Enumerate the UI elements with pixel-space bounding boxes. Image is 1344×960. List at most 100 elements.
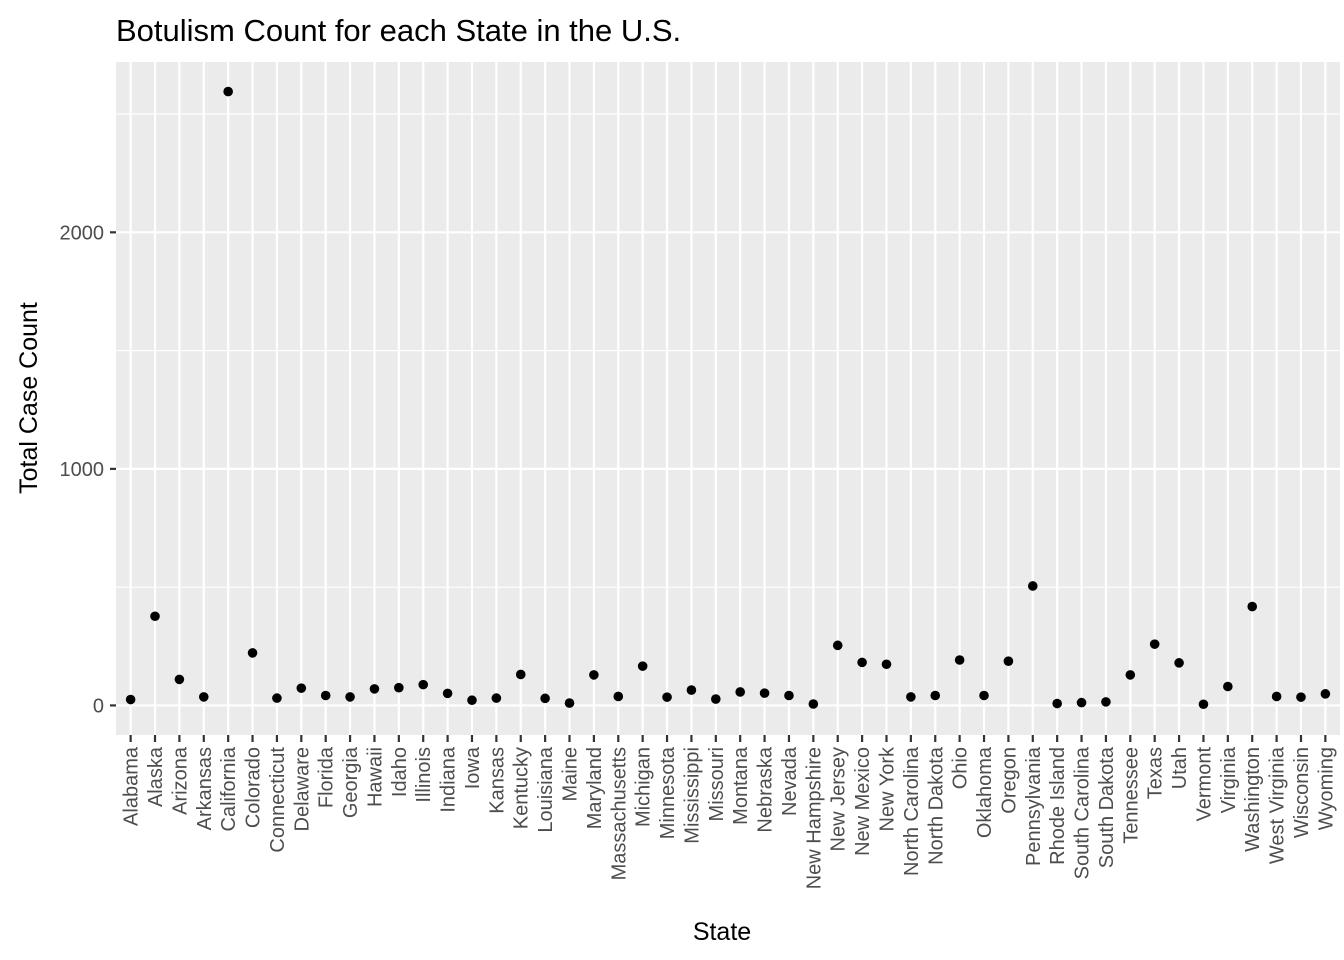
data-point	[296, 683, 307, 693]
x-tick-label: Kansas	[486, 747, 508, 814]
data-point	[369, 684, 380, 694]
data-point	[515, 669, 526, 680]
x-tick-label: South Dakota	[1096, 746, 1118, 868]
data-point	[394, 682, 404, 693]
major-gridlines	[116, 62, 1340, 735]
data-point	[1076, 697, 1087, 708]
x-tick-label: Colorado	[243, 747, 265, 828]
x-axis: Alabama Alaska Arizona Arkansas California Co…	[121, 735, 1337, 889]
data-point	[345, 692, 355, 702]
x-tick-label: Delaware	[291, 747, 313, 831]
y-axis: 0 1000 2000	[60, 222, 116, 717]
data-point	[125, 694, 136, 705]
minor-gridlines	[116, 113, 1340, 588]
data-point	[1247, 601, 1258, 612]
x-tick-label: Iowa	[462, 746, 484, 789]
x-tick-label: North Carolina	[901, 746, 923, 876]
x-tick-label: Vermont	[1193, 747, 1215, 822]
data-point	[711, 694, 721, 704]
x-tick-label: Rhode Island	[1047, 747, 1069, 865]
x-tick-label: Nevada	[779, 746, 801, 816]
x-tick-label: Mississippi	[681, 747, 703, 844]
x-tick-label: Florida	[316, 746, 338, 808]
data-point	[223, 86, 233, 97]
data-point	[784, 690, 794, 701]
data-point	[1125, 670, 1136, 680]
x-tick-label: Connecticut	[267, 747, 289, 853]
data-point	[1149, 639, 1160, 649]
data-point	[1052, 698, 1062, 709]
data-point	[881, 659, 892, 670]
x-tick-label: Arkansas	[194, 747, 216, 830]
y-tick-label: 1000	[60, 459, 105, 481]
x-tick-label: Texas	[1145, 747, 1167, 799]
data-point	[857, 657, 867, 668]
x-tick-label: Utah	[1169, 747, 1191, 789]
x-tick-label: California	[218, 746, 240, 831]
data-point	[564, 698, 575, 708]
x-tick-label: Kentucky	[511, 747, 533, 829]
x-tick-label: Tennessee	[1120, 747, 1142, 844]
data-point	[174, 674, 185, 685]
data-point	[272, 693, 282, 703]
x-tick-label: Idaho	[389, 747, 411, 797]
x-axis-title: State	[693, 918, 751, 946]
data-point	[613, 691, 624, 702]
data-point	[686, 685, 697, 695]
x-tick-label: Alaska	[145, 746, 167, 807]
x-tick-label: New Jersey	[828, 747, 850, 851]
x-tick-label: Illinois	[413, 747, 435, 803]
x-tick-label: Massachusetts	[608, 747, 630, 880]
x-tick-label: Georgia	[340, 746, 362, 818]
x-tick-label: Indiana	[438, 746, 460, 812]
data-point	[491, 693, 502, 703]
data-point	[1003, 656, 1014, 666]
x-tick-label: New York	[876, 746, 898, 831]
y-tick-label: 2000	[60, 222, 105, 244]
x-tick-label: Alabama	[121, 746, 143, 826]
x-tick-label: North Dakota	[925, 746, 947, 865]
data-point	[735, 687, 745, 697]
x-tick-label: Wisconsin	[1291, 747, 1313, 838]
data-point	[1320, 689, 1331, 699]
data-point	[540, 693, 550, 704]
data-point	[198, 692, 209, 702]
data-point	[832, 640, 843, 651]
data-point	[637, 661, 648, 671]
x-tick-label: South Carolina	[1072, 746, 1094, 879]
x-tick-label: Nebraska	[755, 746, 777, 832]
y-axis-title: Total Case Count	[15, 302, 43, 494]
data-point	[954, 655, 965, 665]
data-point	[759, 688, 770, 698]
x-tick-label: Louisiana	[535, 746, 557, 833]
x-tick-label: Montana	[730, 746, 752, 825]
x-tick-label: Missouri	[706, 747, 728, 821]
data-point	[589, 670, 599, 680]
data-point	[247, 648, 258, 658]
data-point	[1027, 581, 1038, 591]
x-tick-label: New Hampshire	[803, 747, 825, 889]
data-point	[467, 695, 477, 706]
data-point	[1198, 699, 1209, 710]
x-tick-label: Hawaii	[364, 747, 386, 807]
data-point	[979, 690, 989, 701]
x-tick-label: Pennsylvania	[1023, 746, 1045, 866]
data-point	[442, 688, 453, 699]
x-tick-label: Maryland	[584, 747, 606, 829]
x-tick-label: Washington	[1242, 747, 1264, 852]
data-point	[1271, 691, 1282, 702]
x-tick-label: New Mexico	[852, 747, 874, 856]
panel-background	[116, 62, 1340, 735]
x-tick-label: Oklahoma	[974, 746, 996, 838]
x-tick-label: Oregon	[998, 747, 1020, 814]
data-point	[1296, 692, 1306, 702]
x-tick-label: Virginia	[1218, 746, 1240, 813]
x-tick-label: Minnesota	[657, 746, 679, 839]
data-point	[320, 690, 331, 701]
x-tick-label: Wyoming	[1315, 747, 1337, 830]
data-point	[150, 611, 160, 622]
data-point	[662, 692, 672, 702]
data-point	[808, 699, 819, 709]
data-point	[1223, 681, 1233, 692]
